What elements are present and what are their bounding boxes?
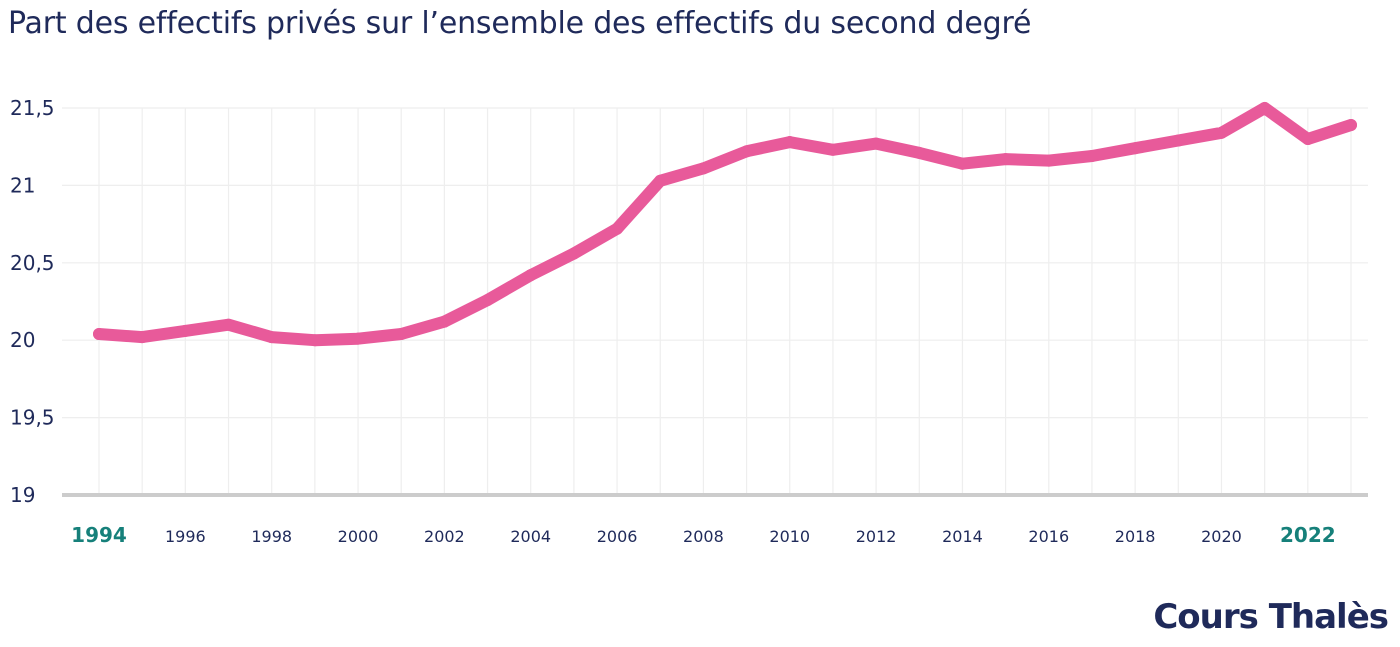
x-tick-label-highlighted: 2022 [1280, 523, 1336, 547]
x-tick-label: 2002 [424, 527, 465, 546]
y-tick-label: 21,5 [10, 96, 55, 120]
data-point [179, 324, 192, 337]
y-tick-label: 20 [10, 328, 35, 352]
data-point [1085, 149, 1098, 162]
data-point [222, 318, 235, 331]
data-point [697, 162, 710, 175]
data-point [481, 293, 494, 306]
series-line [93, 102, 1357, 347]
y-tick-label: 20,5 [10, 251, 55, 275]
x-tick-label: 2020 [1201, 527, 1242, 546]
data-point [654, 174, 667, 187]
x-tick-label: 2004 [510, 527, 551, 546]
data-point [136, 331, 149, 344]
data-point [308, 334, 321, 347]
data-point [265, 331, 278, 344]
x-tick-label: 2006 [597, 527, 638, 546]
x-tick-label-highlighted: 1994 [71, 523, 127, 547]
data-point [1129, 142, 1142, 155]
data-point [956, 157, 969, 170]
data-point [352, 332, 365, 345]
chart-title: Part des effectifs privés sur l’ensemble… [8, 6, 1032, 41]
grid-lines [62, 107, 1368, 495]
x-tick-label: 2014 [942, 527, 983, 546]
y-tick-label: 19,5 [10, 406, 55, 430]
data-point [1345, 119, 1357, 132]
data-point [1301, 132, 1314, 145]
x-tick-label: 2000 [338, 527, 379, 546]
data-point [611, 222, 624, 235]
y-tick-label: 19 [10, 483, 35, 507]
data-point [999, 153, 1012, 166]
cours-thales-logo: Cours Thalès [1153, 597, 1389, 637]
data-point [783, 136, 796, 149]
data-point [740, 145, 753, 158]
x-tick-label: 2010 [769, 527, 810, 546]
x-tick-label: 2018 [1115, 527, 1156, 546]
data-point [913, 146, 926, 159]
series-layer [93, 102, 1357, 347]
data-point [1258, 102, 1271, 114]
data-point [395, 328, 408, 341]
data-point [870, 137, 883, 150]
y-tick-label: 21 [10, 173, 35, 197]
data-point [1215, 126, 1228, 139]
data-point [524, 269, 537, 282]
y-axis-ticks: 19 19,5 20 20,5 21 21,5 [10, 96, 55, 507]
x-tick-label: 1998 [251, 527, 292, 546]
data-point [1042, 154, 1055, 167]
data-point [826, 143, 839, 156]
data-point [567, 247, 580, 260]
x-tick-label: 2012 [856, 527, 897, 546]
data-point [438, 315, 451, 328]
data-point [93, 328, 105, 341]
data-point [1172, 134, 1185, 147]
x-tick-label: 2016 [1028, 527, 1069, 546]
x-axis-ticks: 1994 1996 1998 2000 2002 2004 2006 2008 2010 2012… [71, 523, 1335, 547]
x-tick-label: 1996 [165, 527, 206, 546]
x-tick-label: 2008 [683, 527, 724, 546]
